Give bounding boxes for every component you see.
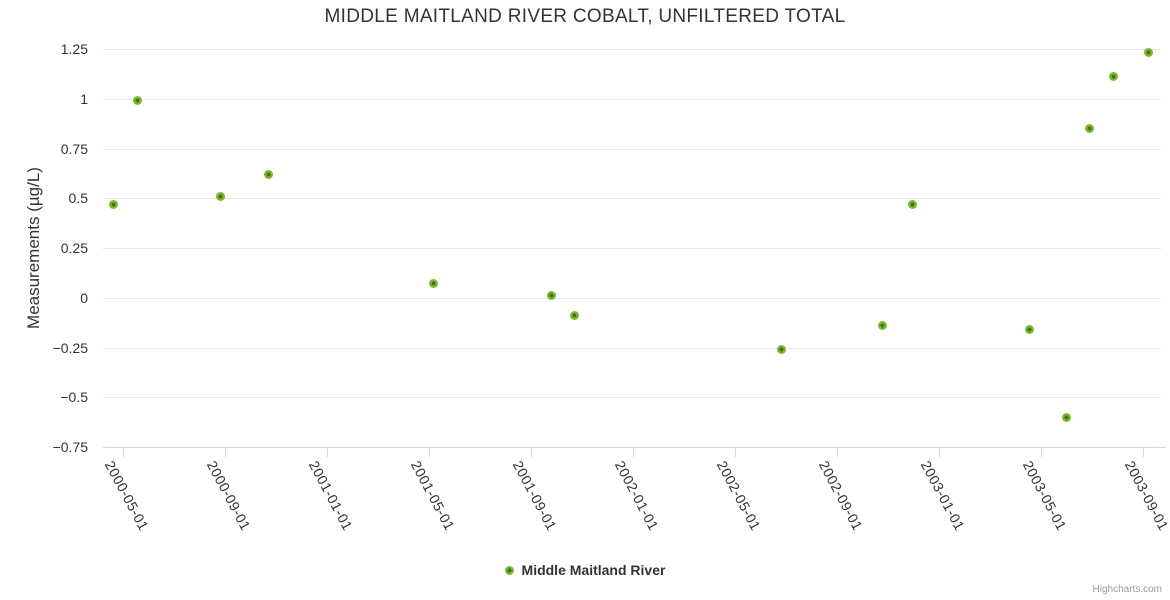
x-axis-tick-label: 2001-05-01 (407, 458, 458, 534)
y-gridline (103, 347, 1161, 349)
y-gridline (103, 248, 1161, 249)
x-axis-tick-mark (735, 447, 736, 457)
x-axis-tick-label: 2001-01-01 (305, 458, 356, 534)
y-axis-tick-label: −0.5 (60, 389, 88, 406)
y-axis-tick-label: 1.25 (60, 41, 88, 57)
x-axis-tick-mark (327, 447, 328, 457)
legend-marker-icon (504, 565, 514, 575)
y-axis-tick-label: 1 (80, 90, 88, 107)
data-point[interactable] (1085, 124, 1095, 134)
x-axis-tick-label: 2000-09-01 (203, 458, 254, 534)
data-point[interactable] (907, 199, 917, 209)
y-axis-tick-label: 0.25 (60, 240, 88, 256)
data-point[interactable] (264, 169, 274, 179)
data-point[interactable] (1062, 412, 1071, 422)
y-gridline (103, 49, 1161, 50)
y-gridline (103, 98, 1161, 100)
legend-item-label: Middle Maitland River (521, 562, 666, 578)
data-point[interactable] (215, 191, 225, 201)
x-axis-tick-label: 2003-09-01 (1121, 458, 1170, 534)
highcharts-credits-link[interactable]: Highcharts.com (1092, 584, 1162, 595)
x-axis-tick-mark (429, 447, 430, 457)
data-point[interactable] (428, 279, 438, 289)
x-axis-tick-label: 2002-09-01 (815, 458, 866, 534)
y-gridline (103, 148, 1161, 150)
y-axis-tick-label: 0.5 (68, 190, 88, 207)
x-axis-tick-label: 2003-05-01 (1019, 458, 1070, 534)
data-point[interactable] (569, 311, 579, 321)
x-axis-tick-mark (633, 447, 634, 457)
data-point[interactable] (1025, 325, 1035, 335)
y-axis-tick-label: −0.25 (52, 339, 88, 356)
x-axis-tick-mark (837, 447, 838, 457)
chart-title: MIDDLE MAITLAND RIVER COBALT, UNFILTERED… (324, 6, 846, 27)
x-axis-tick-mark (531, 447, 532, 457)
data-point[interactable] (878, 321, 888, 331)
data-point[interactable] (776, 344, 786, 354)
x-axis-tick-mark (1143, 447, 1144, 457)
data-point[interactable] (132, 96, 142, 106)
x-axis-tick-label: 2000-05-01 (101, 458, 152, 534)
data-point[interactable] (1109, 72, 1119, 82)
x-axis-tick-mark (1041, 447, 1042, 457)
x-axis-tick-label: 2001-09-01 (509, 458, 560, 534)
x-axis-tick-label: 2003-01-01 (917, 458, 968, 534)
x-axis-tick-mark (225, 447, 226, 457)
x-axis-line (103, 447, 1166, 448)
y-axis-tick-label: −0.75 (52, 439, 88, 455)
y-gridline (103, 397, 1161, 399)
y-gridline (103, 198, 1161, 200)
legend: Middle Maitland River (0, 562, 1170, 578)
y-gridline (103, 297, 1161, 299)
legend-item-middle-maitland-river[interactable]: Middle Maitland River (504, 562, 666, 578)
data-point[interactable] (1144, 48, 1154, 58)
x-axis-tick-mark (939, 447, 940, 457)
data-point[interactable] (547, 291, 557, 301)
x-axis-tick-label: 2002-05-01 (713, 458, 764, 534)
y-axis-tick-label: 0 (80, 289, 88, 306)
y-axis-tick-label: 0.75 (60, 140, 88, 157)
data-point[interactable] (108, 199, 118, 209)
x-axis-tick-label: 2002-01-01 (611, 458, 662, 534)
x-axis-tick-mark (123, 447, 124, 457)
